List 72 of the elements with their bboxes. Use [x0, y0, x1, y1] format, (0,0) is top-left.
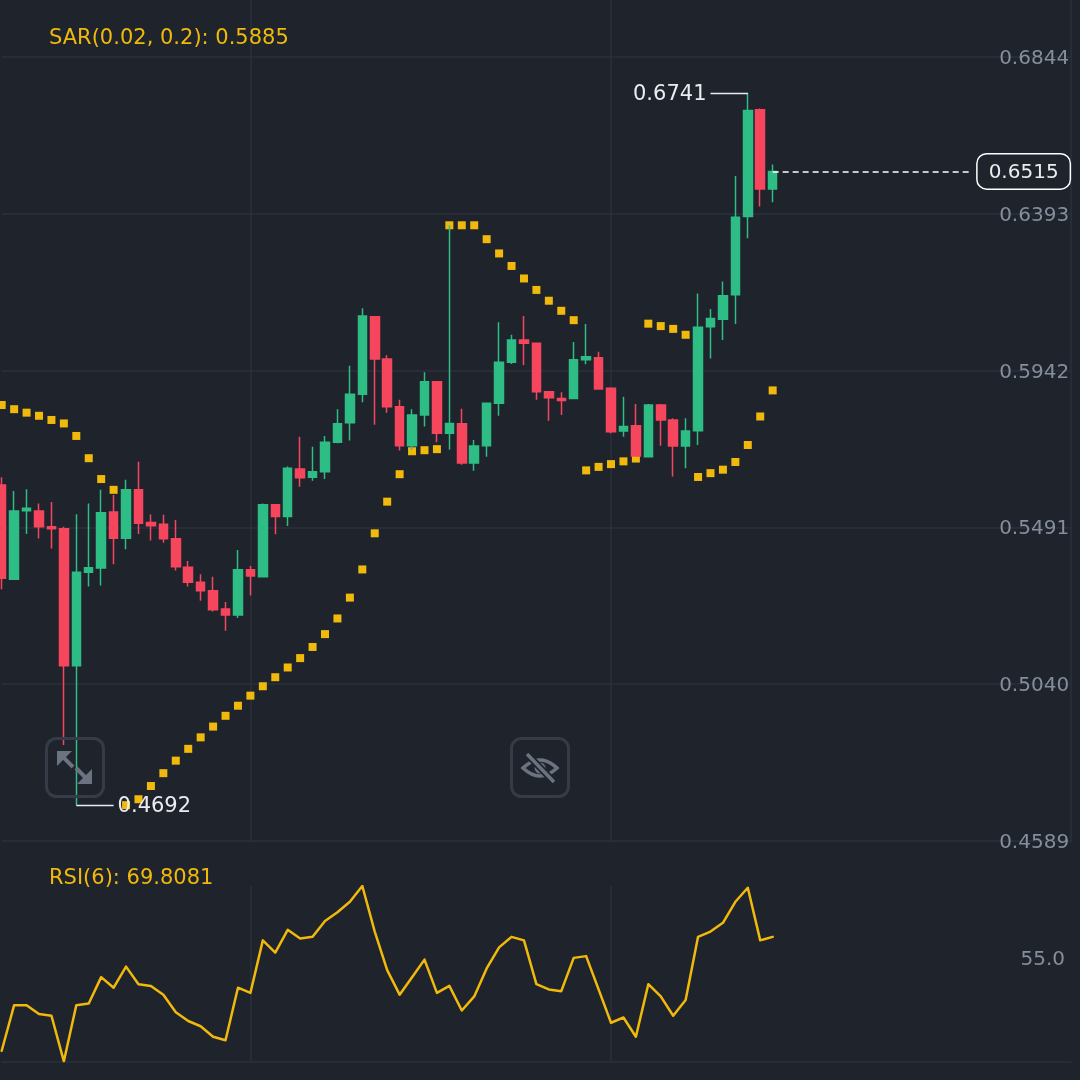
candlestick [692, 292, 704, 446]
candlestick [705, 308, 716, 360]
candlestick [158, 514, 169, 544]
y-tick-label: 0.6393 [999, 201, 1070, 226]
ref-line-label: 0.6515 [988, 159, 1059, 184]
candlestick [518, 315, 530, 366]
candlestick [680, 417, 691, 470]
candlestick [593, 351, 604, 390]
candlestick [357, 307, 368, 403]
candlestick [83, 502, 94, 588]
candlestick [730, 175, 741, 325]
candlestick [257, 502, 269, 578]
candlestick [344, 364, 356, 442]
candlestick [493, 321, 505, 417]
annotation: 55.0 [1020, 945, 1065, 970]
candlestick [95, 489, 107, 587]
candlestick [456, 408, 468, 466]
candlestick [767, 163, 778, 204]
candlestick [717, 280, 729, 341]
candlestick [58, 525, 70, 746]
candlestick [282, 465, 293, 527]
candlestick [120, 479, 132, 551]
candlestick [133, 460, 144, 535]
candlestick [643, 403, 654, 458]
annotation: 0.6741 [633, 80, 707, 105]
text: SAR(0.02, 0.2): 0.5885 [49, 24, 289, 49]
candlestick [605, 386, 617, 434]
candlestick [531, 342, 542, 401]
candlestick [468, 439, 480, 472]
text: RSI(6): 69.8081 [49, 864, 214, 889]
candlestick [207, 576, 219, 613]
candlestick [332, 408, 343, 444]
candlestick [394, 399, 405, 452]
candlestick [481, 402, 492, 458]
candlestick [506, 334, 517, 365]
candlestick [431, 380, 443, 443]
y-tick-label: 0.4589 [999, 828, 1070, 853]
candlestick [618, 395, 629, 438]
y-tick-label: 0.5491 [999, 515, 1070, 540]
candlestick [655, 403, 667, 447]
candlestick [8, 490, 20, 580]
candlestick [21, 488, 32, 535]
candlestick [419, 371, 430, 428]
candlestick [46, 501, 57, 550]
y-tick-label: 0.6844 [999, 45, 1070, 70]
candlestick [232, 549, 244, 619]
candlestick [245, 565, 256, 597]
candlestick [381, 354, 393, 414]
candlestick [556, 391, 567, 416]
candlestick [182, 560, 194, 588]
candlestick [170, 519, 182, 572]
candlestick [145, 513, 157, 542]
candlestick [33, 502, 45, 540]
y-tick-label: 0.5942 [999, 358, 1070, 383]
candlestick [270, 504, 281, 536]
candlestick [319, 435, 331, 480]
candlestick [195, 573, 206, 602]
candlestick [71, 513, 82, 806]
candlestick [568, 341, 579, 400]
candlestick [754, 107, 766, 208]
candlestick [742, 92, 754, 239]
candlestick [307, 445, 318, 482]
candlestick [543, 391, 555, 422]
candlestick [220, 601, 231, 632]
candlestick [108, 494, 119, 565]
candlestick [444, 224, 455, 451]
candlestick [294, 435, 306, 488]
annotation: 0.4692 [117, 793, 192, 818]
candlestick [580, 323, 592, 366]
candlestick [667, 417, 679, 478]
y-tick-label: 0.5040 [999, 672, 1070, 697]
candlestick [369, 315, 381, 426]
